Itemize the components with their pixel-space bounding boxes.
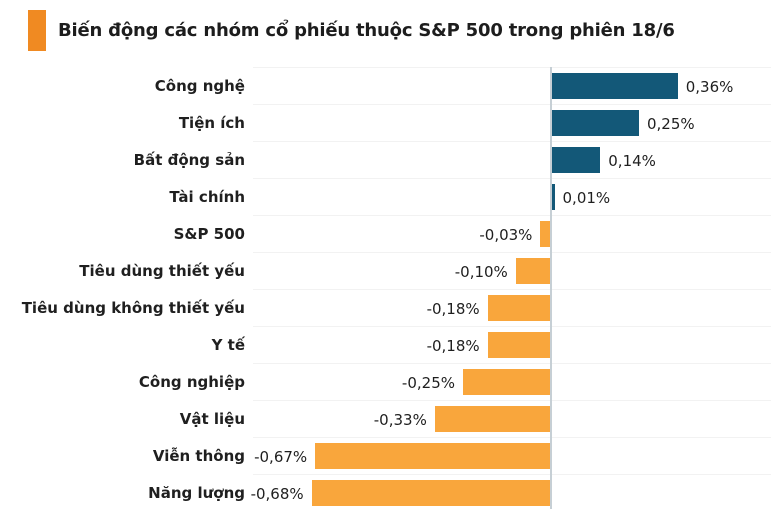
plot-cell: -0,25% [253,363,771,401]
chart-header: Biến động các nhóm cổ phiếu thuộc S&P 50… [28,8,675,52]
chart-row: Công nghiệp -0,25% [0,363,771,400]
category-label: S&P 500 [173,224,245,243]
chart-row: Tiêu dùng thiết yếu -0,10% [0,252,771,289]
chart-row: Viễn thông -0,67% [0,437,771,474]
chart-row: Bất động sản 0,14% [0,141,771,178]
chart-row: Công nghệ 0,36% [0,67,771,104]
value-bar [551,110,639,136]
value-bar [551,73,678,99]
value-label: -0,68% [250,484,304,503]
category-label: Công nghệ [154,76,245,95]
plot-cell: -0,03% [253,215,771,253]
category-label: Tài chính [169,187,245,206]
value-bar [463,369,551,395]
value-bar [487,295,551,321]
zero-axis-line [550,67,552,509]
value-bar [540,221,551,247]
plot-cell: -0,68% [250,474,771,509]
chart-row: Năng lượng -0,68% [0,474,771,509]
title-accent-bar [28,9,46,51]
plot-cell: -0,67% [253,437,771,475]
plot-cell: 0,14% [253,141,771,179]
plot-cell: -0,10% [253,252,771,290]
value-label: -0,10% [454,262,508,281]
category-label: Viễn thông [152,446,245,465]
category-label: Tiêu dùng thiết yếu [79,261,245,280]
value-label: 0,01% [562,188,611,207]
category-label: Tiêu dùng không thiết yếu [21,298,245,317]
plot-cell: 0,36% [253,67,771,105]
chart-row: Tài chính 0,01% [0,178,771,215]
value-label: -0,25% [401,373,455,392]
category-label: Năng lượng [148,483,245,502]
value-label: -0,33% [373,410,427,429]
value-label: -0,03% [479,225,533,244]
plot-cell: -0,33% [253,400,771,438]
value-label: -0,67% [254,447,308,466]
plot-cell: -0,18% [253,326,771,364]
value-label: 0,36% [685,77,734,96]
chart-row: Tiện ích 0,25% [0,104,771,141]
chart-row: Vật liệu -0,33% [0,400,771,437]
value-label: 0,25% [647,114,695,133]
value-bar [434,406,551,432]
value-bar [311,480,551,506]
value-label: 0,14% [608,151,656,170]
chart-row: Y tế -0,18% [0,326,771,363]
value-bar [487,332,551,358]
chart-row: S&P 500 -0,03% [0,215,771,252]
value-label: -0,18% [426,336,480,355]
chart-row: Tiêu dùng không thiết yếu -0,18% [0,289,771,326]
category-label: Tiện ích [178,113,245,132]
plot-cell: 0,01% [253,178,771,216]
value-label: -0,18% [426,299,480,318]
category-label: Vật liệu [179,409,245,428]
plot-cell: 0,25% [253,104,771,142]
category-label: Công nghiệp [138,372,245,391]
sector-bar-chart: Công nghệ 0,36% Tiện ích 0,25% Bất động sản 0… [0,67,771,509]
category-label: Bất động sản [133,150,245,169]
value-bar [551,147,601,173]
value-bar [551,184,555,210]
plot-cell: -0,18% [253,289,771,327]
category-label: Y tế [211,335,245,354]
value-bar [315,443,551,469]
chart-title: Biến động các nhóm cổ phiếu thuộc S&P 50… [58,19,675,41]
value-bar [515,258,551,284]
